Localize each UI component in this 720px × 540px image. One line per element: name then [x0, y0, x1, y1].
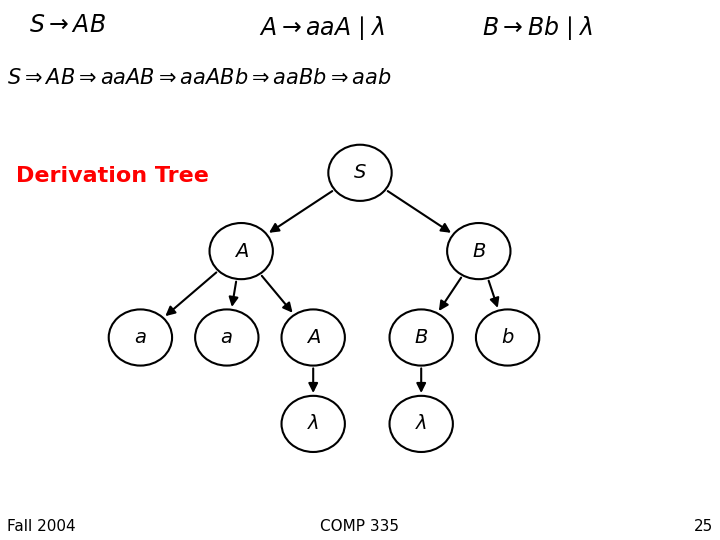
- Text: $A$: $A$: [234, 241, 248, 261]
- Text: $a$: $a$: [134, 328, 147, 347]
- Ellipse shape: [109, 309, 172, 366]
- Ellipse shape: [447, 223, 510, 279]
- Text: $B$: $B$: [414, 328, 428, 347]
- Text: $\lambda$: $\lambda$: [307, 414, 320, 434]
- Ellipse shape: [282, 309, 345, 366]
- Text: $S \rightarrow AB$: $S \rightarrow AB$: [29, 14, 106, 37]
- Text: $b$: $b$: [501, 328, 514, 347]
- Text: $\lambda$: $\lambda$: [415, 414, 428, 434]
- Text: 25: 25: [693, 518, 713, 534]
- Text: $S \Rightarrow AB \Rightarrow aaAB \Rightarrow aaABb \Rightarrow aaBb \Rightarro: $S \Rightarrow AB \Rightarrow aaAB \Righ…: [7, 68, 392, 87]
- Ellipse shape: [195, 309, 258, 366]
- Text: $S$: $S$: [353, 163, 367, 183]
- Text: $a$: $a$: [220, 328, 233, 347]
- Text: Fall 2004: Fall 2004: [7, 518, 76, 534]
- Text: $B \rightarrow Bb\mid\lambda$: $B \rightarrow Bb\mid\lambda$: [482, 14, 593, 42]
- Ellipse shape: [328, 145, 392, 201]
- Ellipse shape: [390, 396, 453, 452]
- Ellipse shape: [210, 223, 273, 279]
- Text: $B$: $B$: [472, 241, 486, 261]
- Text: $A$: $A$: [306, 328, 320, 347]
- Ellipse shape: [476, 309, 539, 366]
- Ellipse shape: [282, 396, 345, 452]
- Text: $A \rightarrow aaA\mid\lambda$: $A \rightarrow aaA\mid\lambda$: [259, 14, 385, 42]
- Text: Derivation Tree: Derivation Tree: [16, 165, 209, 186]
- Text: COMP 335: COMP 335: [320, 518, 400, 534]
- Ellipse shape: [390, 309, 453, 366]
